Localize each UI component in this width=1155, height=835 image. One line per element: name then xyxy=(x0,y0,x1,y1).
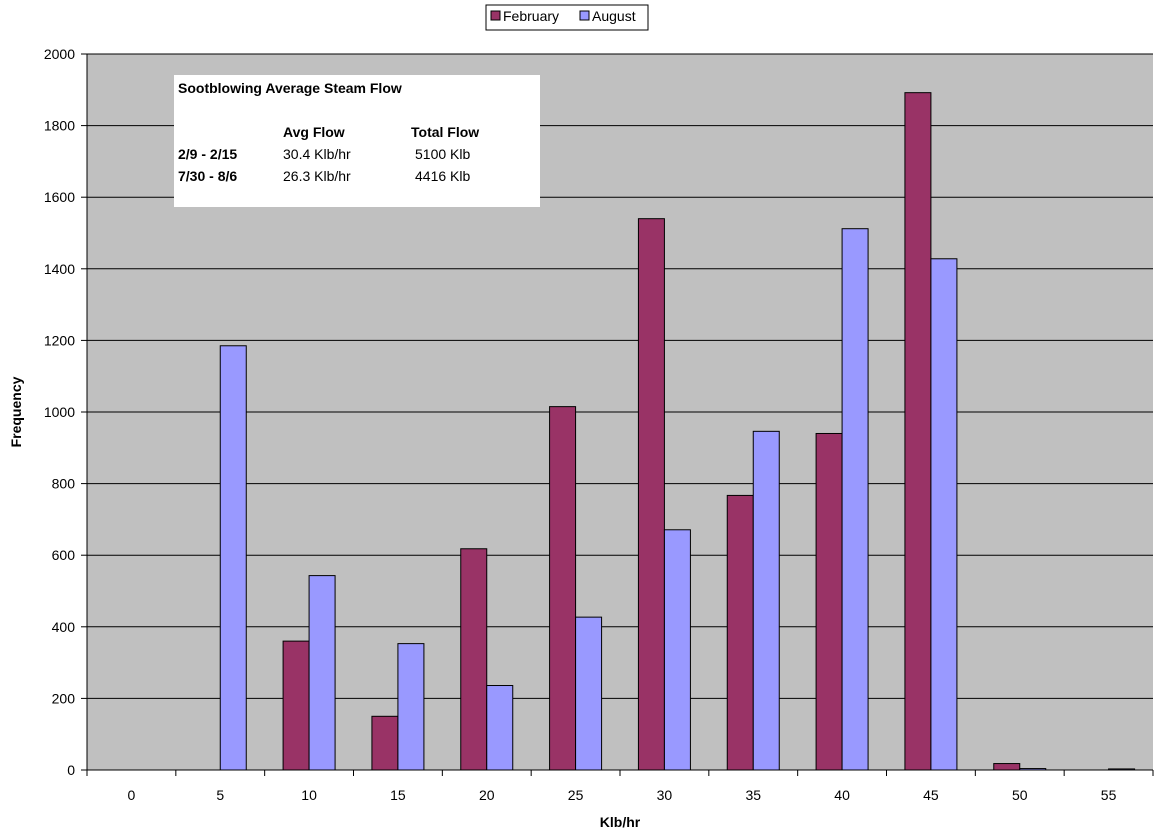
bar-february-35 xyxy=(726,494,754,771)
bar-february-40 xyxy=(815,432,843,771)
bar-february-15 xyxy=(371,715,399,771)
bar-august-40 xyxy=(841,228,869,771)
y-tick-label: 2000 xyxy=(44,46,75,62)
annotation-row-2-label: 7/30 - 8/6 xyxy=(178,168,237,184)
legend-swatch-august xyxy=(579,10,590,21)
annotation-background xyxy=(174,75,540,207)
x-tick-label: 40 xyxy=(834,787,850,803)
bar-august-20 xyxy=(486,685,514,771)
x-tick-label: 10 xyxy=(301,787,317,803)
x-axis-title: Klb/hr xyxy=(600,814,641,830)
x-tick-label: 0 xyxy=(128,787,136,803)
y-tick-label: 400 xyxy=(52,619,76,635)
y-tick-label: 800 xyxy=(52,476,76,492)
bar-february-30 xyxy=(637,218,665,771)
x-tick-label: 15 xyxy=(390,787,406,803)
annotation-header-total: Total Flow xyxy=(411,124,479,140)
y-tick-label: 600 xyxy=(52,547,76,563)
annotation-title: Sootblowing Average Steam Flow xyxy=(178,80,402,96)
annotation-row-2-avg: 26.3 Klb/hr xyxy=(283,168,351,184)
legend-box xyxy=(485,4,649,31)
x-tick-label: 25 xyxy=(568,787,584,803)
bar-august-15 xyxy=(397,643,425,771)
x-tick-label: 30 xyxy=(657,787,673,803)
bar-august-5 xyxy=(219,345,247,771)
bar-august-30 xyxy=(663,529,691,771)
bars xyxy=(219,92,1136,771)
legend-swatch-february xyxy=(490,10,501,21)
bar-february-50 xyxy=(993,763,1021,771)
y-tick-label: 1000 xyxy=(44,404,75,420)
legend-label-february: February xyxy=(503,8,559,24)
x-tick-label: 20 xyxy=(479,787,495,803)
bar-august-25 xyxy=(575,616,603,771)
y-tick-label: 0 xyxy=(67,762,75,778)
y-tick-label: 1200 xyxy=(44,332,75,348)
annotation-row-1-total: 5100 Klb xyxy=(415,146,470,162)
annotation-row-2-total: 4416 Klb xyxy=(415,168,470,184)
x-tick-label: 45 xyxy=(923,787,939,803)
annotation-box: Sootblowing Average Steam Flow Avg Flow … xyxy=(174,75,540,207)
bar-august-45 xyxy=(930,258,958,771)
bar-february-10 xyxy=(282,640,310,771)
bar-august-10 xyxy=(308,575,336,771)
legend: February August xyxy=(485,4,649,31)
y-tick-label: 200 xyxy=(52,690,76,706)
x-tick-label: 35 xyxy=(745,787,761,803)
bar-february-20 xyxy=(460,548,488,771)
annotation-row-1-label: 2/9 - 2/15 xyxy=(178,146,237,162)
bar-february-25 xyxy=(549,406,577,771)
annotation-row-1-avg: 30.4 Klb/hr xyxy=(283,146,351,162)
y-axis-title: Frequency xyxy=(8,376,24,447)
x-tick-label: 5 xyxy=(216,787,224,803)
legend-label-august: August xyxy=(592,8,636,24)
y-tick-label: 1800 xyxy=(44,118,75,134)
y-tick-label: 1600 xyxy=(44,189,75,205)
bar-february-45 xyxy=(904,92,932,771)
bar-august-35 xyxy=(752,430,780,771)
x-tick-label: 55 xyxy=(1101,787,1117,803)
x-tick-label: 50 xyxy=(1012,787,1028,803)
annotation-header-avg: Avg Flow xyxy=(283,124,345,140)
y-tick-label: 1400 xyxy=(44,261,75,277)
